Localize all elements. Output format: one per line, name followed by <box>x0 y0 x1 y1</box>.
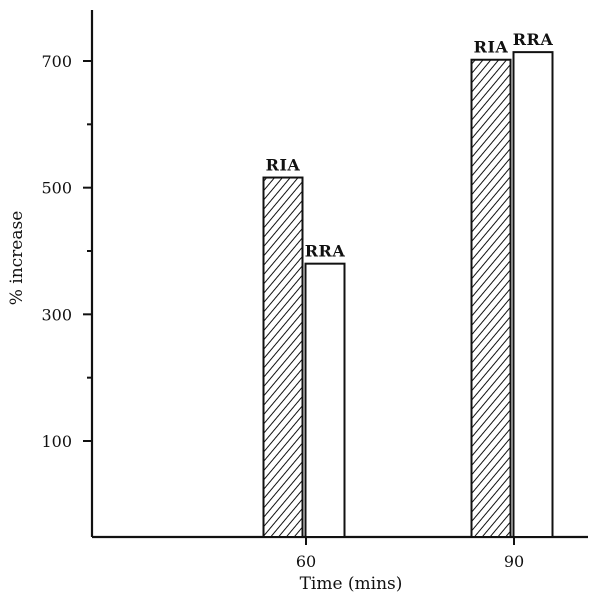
y-tick-label-300: 300 <box>41 305 72 324</box>
y-ticks: 100 300 500 700 <box>41 52 92 451</box>
y-tick-label-500: 500 <box>41 179 72 198</box>
y-tick-label-100: 100 <box>41 432 72 451</box>
bar-ria-90 <box>470 58 512 538</box>
bar-label-ria-90: RIA <box>474 38 509 57</box>
bar-rra-90 <box>512 51 554 539</box>
bar-rra-60 <box>304 262 346 538</box>
bar-label-ria-60: RIA <box>266 156 301 175</box>
bar-label-rra-60: RRA <box>305 242 346 261</box>
x-axis-title: Time (mins) <box>300 574 403 594</box>
bar-label-rra-90: RRA <box>513 30 554 49</box>
y-axis-title: % increase <box>7 211 27 306</box>
x-tick-label-60: 60 <box>296 552 316 571</box>
x-tick-label-90: 90 <box>504 552 524 571</box>
bars <box>262 51 554 539</box>
bar-ria-60 <box>262 176 304 539</box>
y-tick-label-700: 700 <box>41 52 72 71</box>
